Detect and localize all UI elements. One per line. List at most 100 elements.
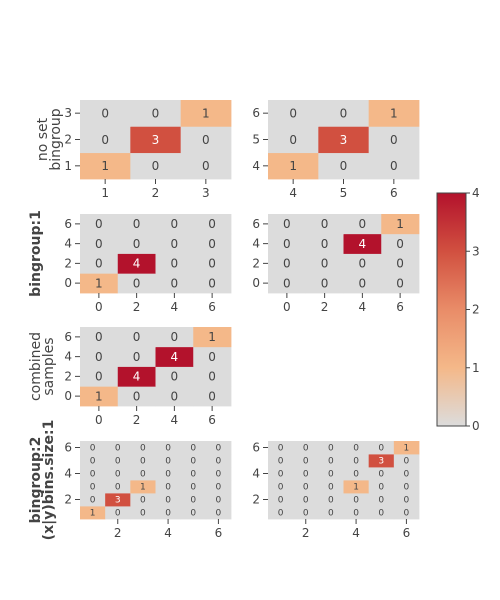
cell-value-label: 0 (208, 257, 216, 271)
cell-value-label: 0 (140, 444, 146, 454)
heatmap-cell (318, 152, 370, 180)
cell-value-label: 3 (115, 496, 121, 506)
heatmap-cell (80, 346, 119, 367)
heatmap-cell (318, 467, 344, 481)
heatmap-cell (117, 273, 156, 294)
heatmap-cell (318, 506, 344, 520)
heatmap-cell (180, 467, 207, 481)
heatmap-cell (381, 253, 420, 274)
colorbar (436, 192, 467, 427)
heatmap-cell (368, 441, 395, 455)
cell-value-label: 4 (133, 370, 141, 384)
x-tick-label: 4 (359, 300, 367, 314)
x-tick-label: 6 (208, 300, 216, 314)
cell-value-label: 1 (396, 217, 404, 231)
cell-value-label: 0 (171, 370, 179, 384)
heatmap-cell (268, 454, 294, 468)
heatmap-cell (130, 506, 156, 520)
heatmap-cell (105, 480, 131, 494)
heatmap-cell (268, 100, 319, 127)
heatmap-cell (80, 506, 106, 520)
cell-value-label: 0 (378, 483, 384, 493)
heatmap-cell (393, 493, 420, 507)
cell-value-label: 0 (140, 496, 146, 506)
cell-value-label: 0 (115, 444, 121, 454)
cell-value-label: 0 (278, 509, 284, 519)
cell-value-label: 0 (353, 444, 359, 454)
cell-value-label: 0 (359, 217, 367, 231)
cell-value-label: 0 (216, 496, 222, 506)
x-tick-label: 4 (289, 186, 297, 200)
heatmap-cell (80, 100, 131, 127)
cell-value-label: 0 (396, 257, 404, 271)
cell-value-label: 0 (216, 509, 222, 519)
heatmap-cell (305, 273, 344, 294)
heatmap-cell (318, 493, 344, 507)
cell-value-label: 0 (90, 483, 96, 493)
heatmap-cell (343, 253, 382, 274)
heatmap-cell (268, 126, 319, 154)
heatmap-cell (117, 346, 156, 367)
cell-value-label: 1 (390, 106, 398, 120)
cell-value-label: 0 (133, 389, 141, 403)
heatmap-cell (193, 273, 232, 294)
y-tick-label: 2 (64, 256, 72, 270)
cell-value-label: 0 (171, 217, 179, 231)
cell-value-label: 0 (115, 470, 121, 480)
heatmap-cell (117, 386, 156, 407)
heatmap-cell (343, 441, 370, 455)
cell-value-label: 0 (321, 217, 329, 231)
cell-value-label: 0 (95, 350, 103, 364)
cell-value-label: 0 (216, 457, 222, 467)
y-tick-label: 2 (252, 256, 260, 270)
cell-value-label: 0 (115, 457, 121, 467)
heatmap-cell (193, 327, 232, 348)
cell-value-label: 1 (95, 276, 103, 290)
x-tick-label: 6 (403, 526, 411, 540)
cell-value-label: 0 (378, 444, 384, 454)
heatmap-cell (155, 480, 182, 494)
x-tick-label: 2 (114, 526, 122, 540)
cell-value-label: 0 (171, 276, 179, 290)
heatmap-cell (105, 493, 131, 507)
heatmap-cell (393, 441, 420, 455)
heatmap-cell (318, 454, 344, 468)
y-tick-label: 2 (64, 493, 72, 507)
heatmap-cell (268, 273, 307, 294)
cell-value-label: 0 (171, 257, 179, 271)
cell-value-label: 0 (171, 237, 179, 251)
cell-value-label: 0 (321, 257, 329, 271)
cell-value-label: 0 (303, 483, 309, 493)
heatmap-cell (343, 454, 370, 468)
cell-value-label: 0 (115, 483, 121, 493)
heatmap-panel-p5: 1 0 0 0 0 4 0 0 0 0 4 0 0 0 0 1 0 2 4 6 0 2 4 6 (64, 327, 232, 427)
cell-value-label: 0 (378, 496, 384, 506)
x-tick-label: 0 (95, 413, 103, 427)
cell-value-label: 0 (321, 237, 329, 251)
heatmap-cell (268, 214, 307, 235)
x-tick-label: 0 (283, 300, 291, 314)
heatmap-cell (180, 480, 207, 494)
cell-value-label: 0 (328, 470, 334, 480)
heatmap-cell (193, 346, 232, 367)
x-tick-label: 2 (133, 300, 141, 314)
heatmap-cell (343, 233, 382, 254)
cell-value-label: 0 (140, 470, 146, 480)
heatmap-cell (155, 454, 182, 468)
cell-value-label: 1 (90, 509, 96, 519)
heatmap-cell (368, 152, 420, 180)
heatmap-cell (293, 467, 319, 481)
cell-value-label: 0 (353, 470, 359, 480)
y-tick-label: 6 (64, 441, 72, 455)
cell-value-label: 0 (278, 457, 284, 467)
cell-value-label: 0 (404, 470, 410, 480)
heatmap-cell (155, 233, 194, 254)
x-tick-label: 6 (215, 526, 223, 540)
heatmap-cell (193, 253, 232, 274)
heatmap-cell (180, 126, 232, 154)
heatmap-cell (343, 467, 370, 481)
heatmap-cell (205, 506, 232, 520)
cell-value-label: 0 (278, 444, 284, 454)
y-tick-label: 4 (252, 467, 260, 481)
y-tick-label: 6 (64, 330, 72, 344)
